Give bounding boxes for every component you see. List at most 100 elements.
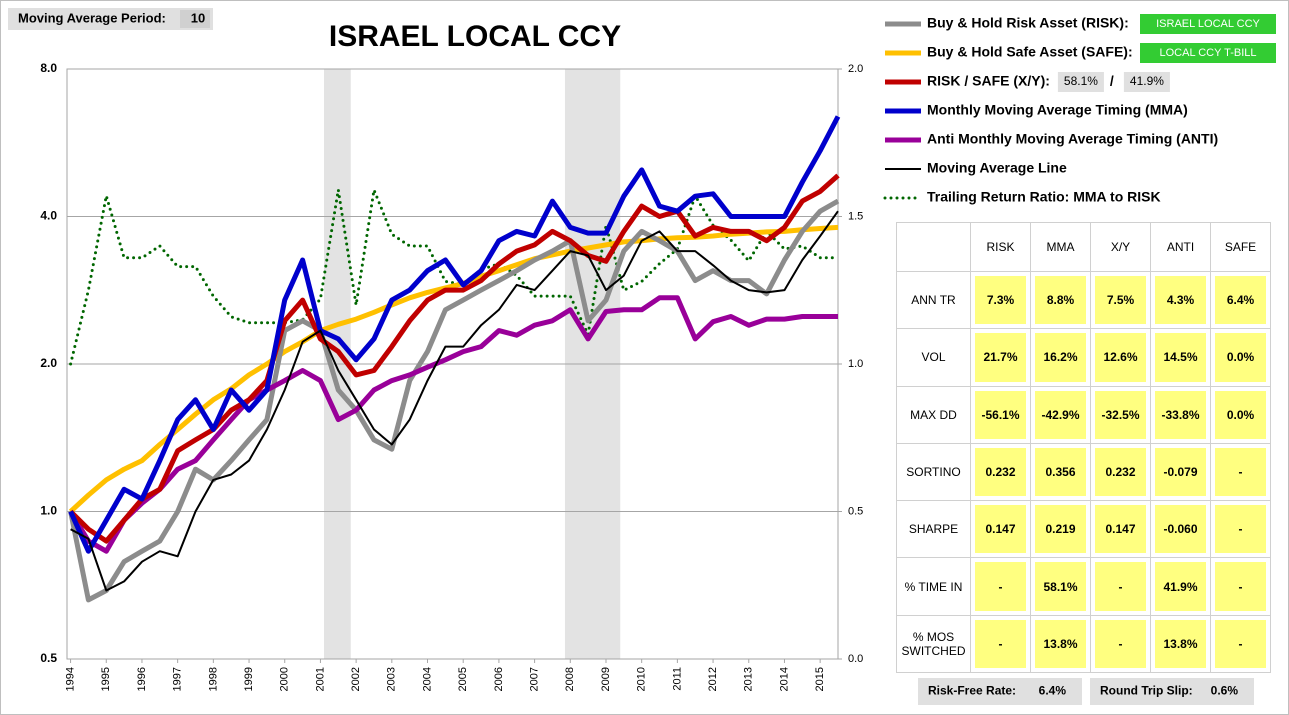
label-box	[1140, 14, 1276, 34]
cell-value: 7.5%	[1095, 276, 1146, 325]
cell-value: 0.232	[975, 447, 1026, 497]
x-tick-label: 2006	[493, 667, 505, 691]
cell-value: -0.060	[1155, 505, 1206, 554]
cell-frame: -	[1211, 558, 1271, 616]
cell-value: 4.3%	[1155, 276, 1206, 325]
cell-frame: -	[971, 558, 1031, 616]
cell-frame: 0.232	[1091, 443, 1151, 502]
stats-table: RISK MMA X/Y ANTI SAFE ANN TR 7.3% 8.8% 7.5% 4.3%…	[896, 222, 1271, 674]
row-label: VOL	[897, 329, 971, 387]
cell-value: -42.9%	[1035, 390, 1086, 439]
x-tick-label: 2012	[707, 667, 719, 691]
column-header: SAFE	[1211, 223, 1271, 272]
cell-value: 0.0%	[1215, 333, 1266, 382]
cell-frame: 12.6%	[1091, 329, 1151, 387]
legend-label: Monthly Moving Average Timing (MMA)	[927, 102, 1188, 118]
legend-label: RISK / SAFE (X/Y):	[927, 73, 1050, 89]
x-tick-label: 2004	[421, 667, 433, 691]
footer-box	[1090, 678, 1254, 705]
cell-frame: 16.2%	[1031, 329, 1091, 387]
cell-frame: 41.9%	[1151, 558, 1211, 616]
label-box-text: ISRAEL LOCAL CCY	[1156, 18, 1260, 30]
cell-value: -	[1095, 562, 1146, 611]
y-tick-label: 2.0	[40, 356, 57, 370]
column-header: ANTI	[1151, 223, 1211, 272]
cell-frame: 21.7%	[971, 329, 1031, 387]
legend-label: Moving Average Line	[927, 160, 1067, 176]
column-header: MMA	[1031, 223, 1091, 272]
x-tick-label: 1999	[243, 667, 255, 691]
cell-frame: -33.8%	[1151, 386, 1211, 444]
cell-value: 0.147	[1095, 505, 1146, 554]
footer-box	[918, 678, 1082, 705]
x-tick-label: 1997	[172, 667, 184, 691]
cell-frame: 4.3%	[1151, 272, 1211, 330]
y2-tick-label: 0.5	[848, 505, 863, 517]
row-label: % MOS SWITCHED	[897, 615, 971, 674]
series-line	[68, 295, 838, 554]
y2-tick-label: 0.0	[848, 653, 863, 665]
corner-cell	[897, 223, 971, 272]
cell-value: 0.147	[975, 505, 1026, 554]
setting-label: Moving Average Period:	[18, 10, 166, 25]
x-tick-label: 2013	[743, 667, 755, 691]
column-header: X/Y	[1091, 223, 1151, 272]
legend-label: Buy & Hold Risk Asset (RISK):	[927, 15, 1129, 31]
label-box	[1140, 43, 1276, 63]
row-label: ANN TR	[897, 272, 971, 330]
cell-frame: -	[1211, 501, 1271, 559]
row-label: SORTINO	[897, 443, 971, 502]
cell-value: 0.0%	[1215, 390, 1266, 439]
footer-value: 6.4%	[1039, 684, 1067, 698]
cell-value: -	[1095, 619, 1146, 669]
chart-title: ISRAEL LOCAL CCY	[329, 20, 621, 53]
value-box-text: 41.9%	[1130, 74, 1164, 88]
cell-frame: 7.5%	[1091, 272, 1151, 330]
cell-value: 8.8%	[1035, 276, 1086, 325]
cell-frame: 0.356	[1031, 443, 1091, 502]
cell-value: 58.1%	[1035, 562, 1086, 611]
cell-value: -	[1215, 562, 1266, 611]
series-line	[68, 198, 840, 603]
cell-frame: 7.3%	[971, 272, 1031, 330]
cell-value: 13.8%	[1035, 619, 1086, 669]
x-tick-label: 2010	[636, 667, 648, 691]
cell-value: -	[1215, 505, 1266, 554]
x-tick-label: 2000	[279, 667, 291, 691]
cell-frame: -	[1211, 443, 1271, 502]
cell-value: -32.5%	[1095, 390, 1146, 439]
series-line	[68, 224, 839, 514]
series-line	[68, 115, 841, 554]
cell-frame: -	[1091, 615, 1151, 674]
cell-value: 6.4%	[1215, 276, 1266, 325]
cell-frame: -0.079	[1151, 443, 1211, 502]
series-line	[68, 173, 840, 544]
cell-value: 0.232	[1095, 447, 1146, 497]
legend-label: Trailing Return Ratio: MMA to RISK	[927, 189, 1161, 205]
cell-value: 0.356	[1035, 447, 1086, 497]
cell-frame: 13.8%	[1151, 615, 1211, 674]
x-tick-label: 1994	[64, 667, 76, 691]
cell-frame: 14.5%	[1151, 329, 1211, 387]
x-tick-label: 1995	[100, 667, 112, 691]
y-tick-label: 4.0	[40, 209, 57, 223]
row-label: MAX DD	[897, 386, 971, 444]
setting-value: 10	[191, 10, 205, 25]
cell-value: 7.3%	[975, 276, 1026, 325]
x-tick-label: 1996	[136, 667, 148, 691]
cell-frame: -32.5%	[1091, 386, 1151, 444]
value-box	[1057, 72, 1104, 92]
cell-frame: 0.147	[971, 501, 1031, 559]
cell-frame: 6.4%	[1211, 272, 1271, 330]
y2-tick-label: 1.5	[848, 210, 863, 222]
row-label: SHARPE	[897, 501, 971, 559]
cell-frame: -42.9%	[1031, 386, 1091, 444]
cell-frame: 0.0%	[1211, 329, 1271, 387]
cell-frame: -0.060	[1151, 501, 1211, 559]
footer-value: 0.6%	[1211, 684, 1239, 698]
series-line	[69, 188, 840, 366]
row-label: % TIME IN	[897, 558, 971, 616]
x-tick-label: 1998	[207, 667, 219, 691]
cell-value: -	[1215, 619, 1266, 669]
